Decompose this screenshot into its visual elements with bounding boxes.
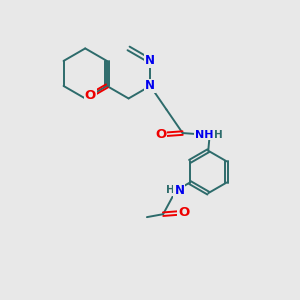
Text: O: O	[178, 206, 189, 219]
Text: H: H	[166, 185, 174, 195]
Text: N: N	[174, 184, 184, 197]
Text: H: H	[214, 130, 222, 140]
Text: O: O	[155, 128, 166, 141]
Text: O: O	[85, 89, 96, 102]
Text: N: N	[145, 80, 155, 92]
Text: N: N	[145, 54, 155, 68]
Text: NH: NH	[195, 130, 213, 140]
